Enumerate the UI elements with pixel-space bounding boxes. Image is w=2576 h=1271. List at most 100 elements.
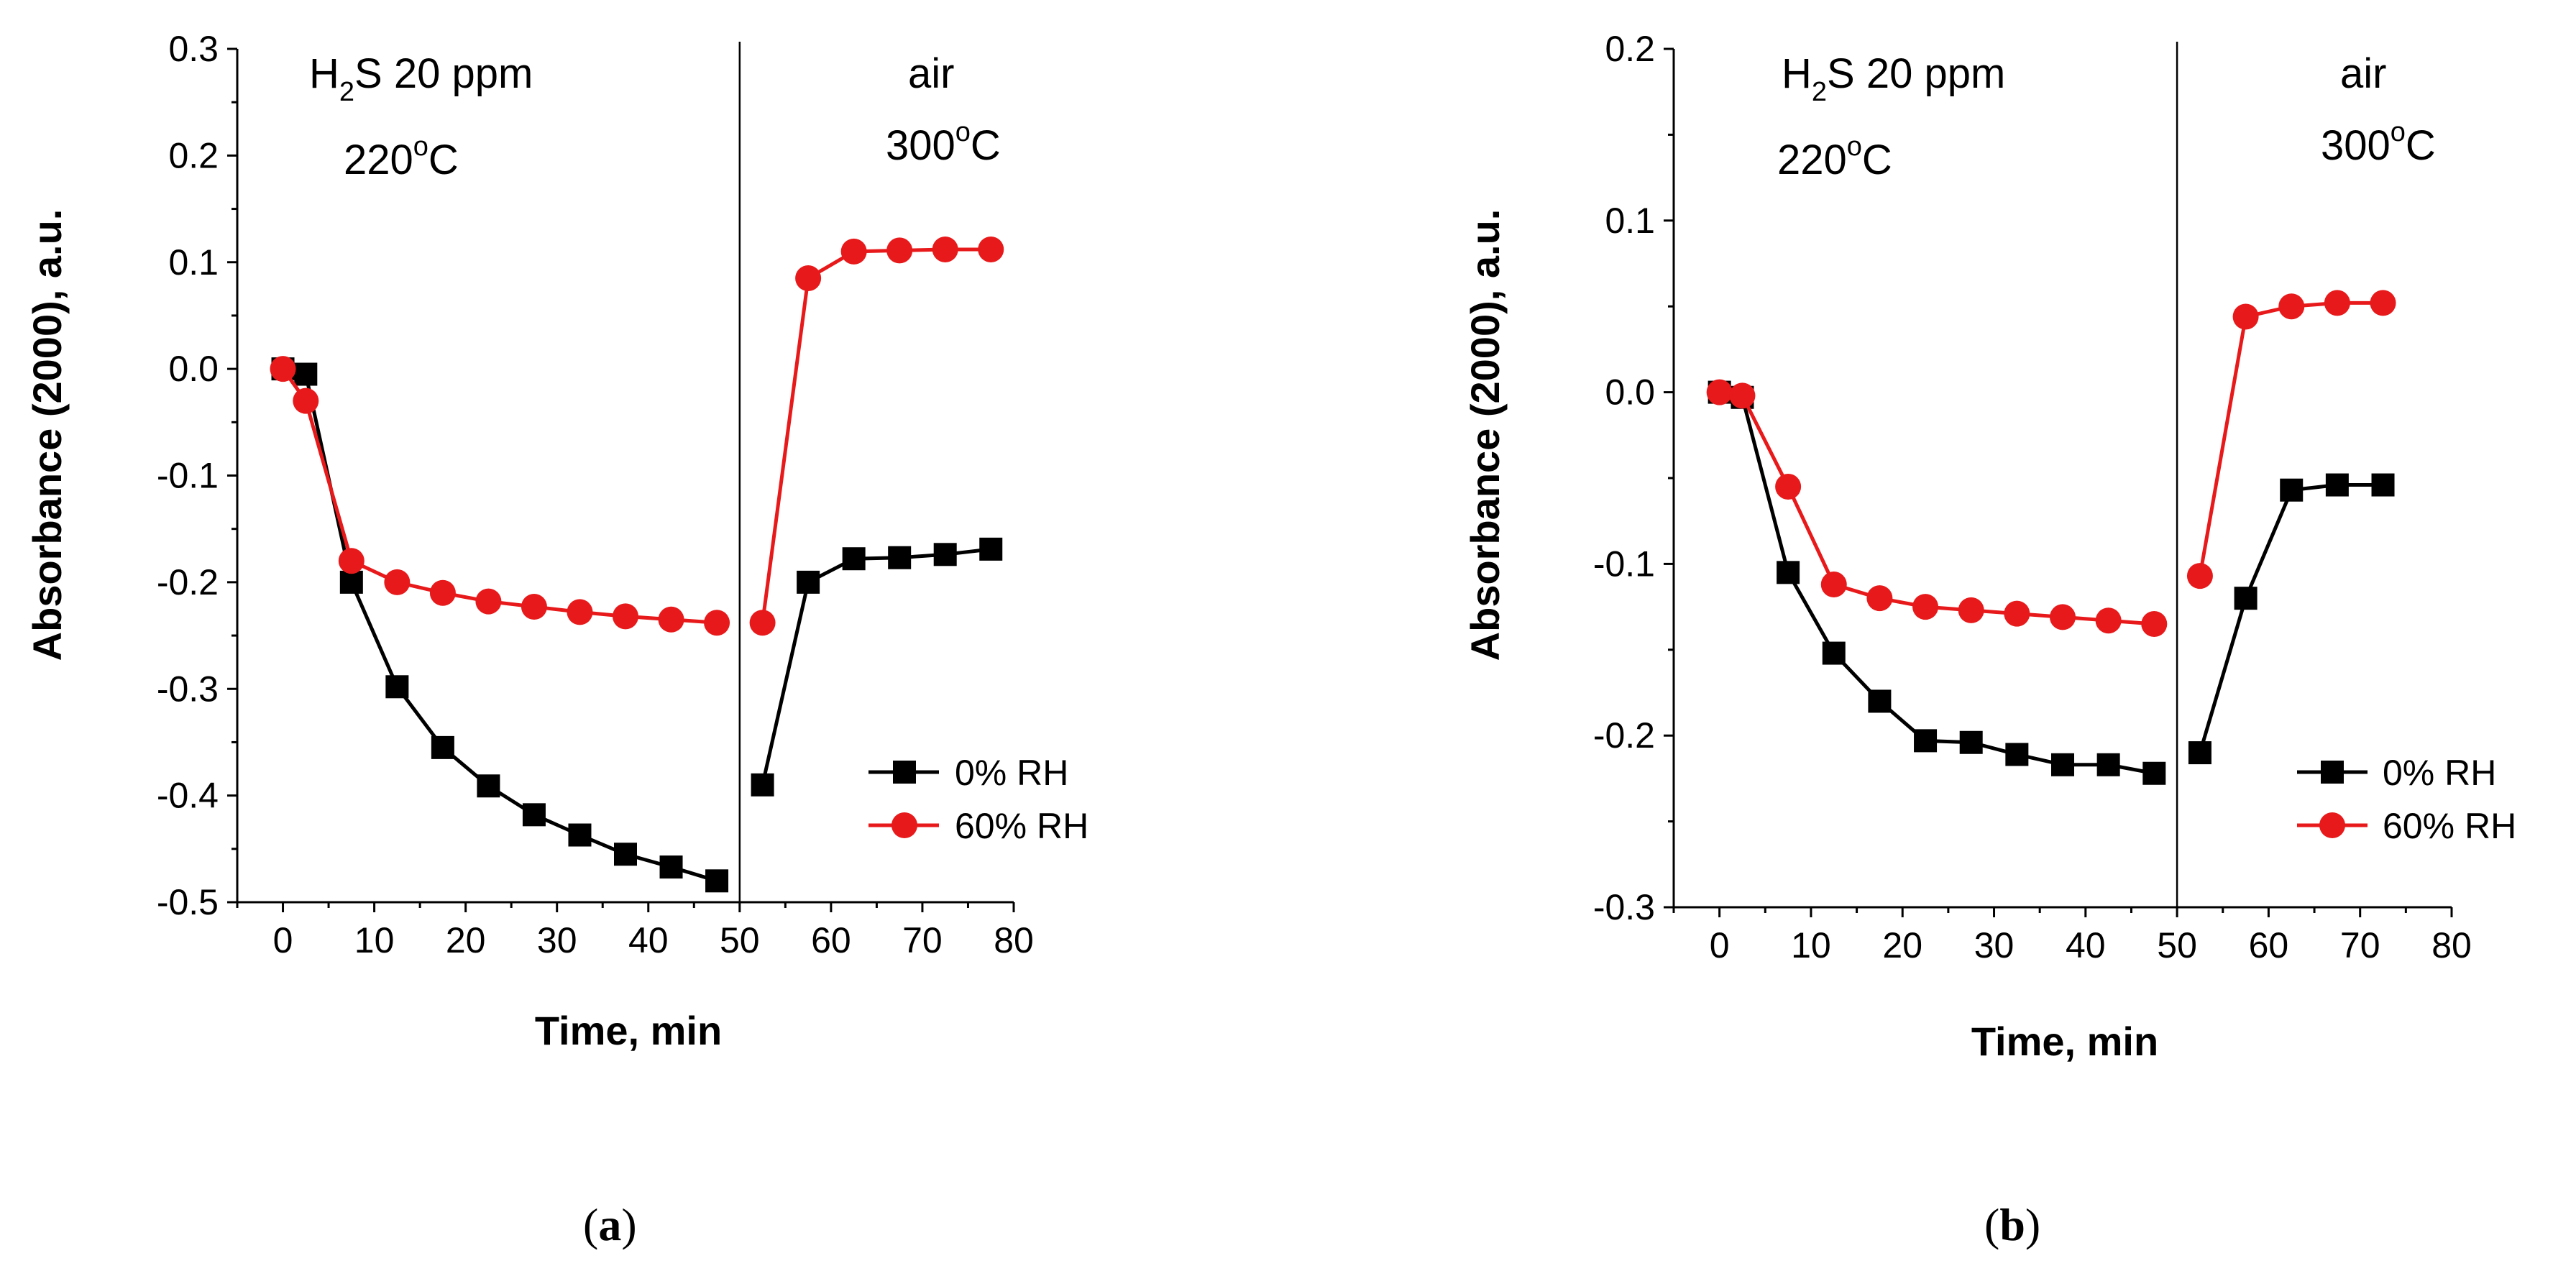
x-tick-label-b: 40 [2066,925,2106,965]
data-point-60rh-a [429,579,456,606]
series-line-60rh-b [1719,390,2155,626]
x-axis-label-a: Time, min [535,1008,722,1053]
x-tick-label-a: 0 [273,920,293,960]
data-point-60rh-a [338,548,365,574]
data-point-0rh-b [2234,587,2258,610]
data-point-0rh-a [522,803,546,827]
data-point-60rh-b [2370,290,2396,316]
data-point-60rh-a [795,265,822,292]
data-point-0rh-a [979,537,1003,561]
legend-label-60rh-b: 60% RH [2383,806,2516,846]
annotation-temp-left-a: 220oC [344,132,459,183]
chart-panel-b: -0.3 -0.2 -0.1 0.0 0.1 0.2 0 10 20 30 40 50 60 70 80 H… [1462,29,2516,1250]
data-point-60rh-b [2186,563,2213,589]
data-point-60rh-a [978,236,1004,262]
annotation-temp-right-a: 300oC [886,117,1001,169]
y-tick-label-a: 0.0 [168,349,219,389]
data-point-60rh-a [270,356,296,382]
data-point-60rh-a [521,594,547,620]
annotation-air-b: air [2340,50,2386,97]
x-tick-label-b: 50 [2157,925,2197,965]
data-point-60rh-a [886,237,913,264]
x-tick-label-a: 60 [811,920,851,960]
y-tick-label-b: -0.2 [1593,715,1655,756]
series-line-60rh-b [2198,300,2383,577]
data-point-60rh-b [2004,600,2030,627]
y-tick-label-a: -0.5 [157,882,219,922]
annotation-temp-left-b: 220oC [1777,132,1892,183]
data-point-0rh-a [751,773,774,797]
data-point-60rh-a [840,238,867,265]
data-point-0rh-b [2188,741,2211,765]
y-tick-label-a: -0.3 [157,669,219,709]
x-tick-label-b: 70 [2340,925,2380,965]
legend-marker-60rh-a [891,812,917,838]
y-tick-label-b: 0.0 [1605,372,1655,413]
x-tick-label-a: 30 [537,920,577,960]
legend-marker-0rh-a [893,761,916,784]
x-tick-label-a: 70 [902,920,943,960]
data-point-60rh-b [1912,594,1939,620]
data-point-0rh-a [568,823,592,847]
data-point-60rh-b [1866,585,1893,612]
annotation-gas-a: H2S 20 ppm [309,50,533,107]
data-point-0rh-b [2005,743,2029,766]
caption-a: (a) [583,1199,637,1250]
data-point-0rh-a [339,570,363,594]
data-point-60rh-a [932,236,958,262]
data-point-0rh-b [2096,753,2120,776]
legend-marker-0rh-b [2321,761,2344,784]
data-point-0rh-a [797,570,820,594]
data-point-0rh-b [1914,729,1938,753]
x-tick-label-b: 80 [2431,925,2472,965]
data-point-0rh-b [2371,473,2395,497]
data-point-60rh-a [567,599,593,625]
data-point-60rh-b [1958,597,1984,623]
series-line-0rh-b [2198,483,2383,753]
x-tick-label-b: 60 [2249,925,2289,965]
x-axis-label-b: Time, min [1971,1019,2158,1064]
data-point-60rh-b [2324,290,2350,316]
legend-b: 0% RH 60% RH [2297,753,2516,846]
data-point-60rh-a [293,387,319,414]
marks-a [270,236,1004,893]
data-point-60rh-a [704,610,730,636]
data-point-0rh-a [842,547,866,571]
data-point-0rh-a [659,855,683,879]
legend-label-0rh-b: 0% RH [2383,753,2496,793]
x-tick-label-a: 80 [994,920,1034,960]
data-point-0rh-b [2142,761,2166,785]
data-point-60rh-b [2232,303,2259,330]
y-tick-label-a: -0.4 [157,776,219,816]
data-point-60rh-b [1820,572,1847,598]
data-point-60rh-a [613,603,638,630]
y-tick-label-a: 0.1 [168,242,219,283]
y-axis-label-b: Absorbance (2000), a.u. [1462,209,1508,661]
data-point-60rh-a [384,569,411,595]
x-tick-label-a: 10 [354,920,395,960]
data-point-60rh-b [2141,610,2168,637]
ticks-a: -0.5 -0.4 -0.3 -0.2 -0.1 0.0 0.1 0.2 0.3 0 10 20 30 4… [157,29,1034,960]
data-point-0rh-a [705,869,729,893]
y-axis-label-a: Absorbance (2000), a.u. [24,209,70,661]
x-tick-label-b: 20 [1882,925,1922,965]
annotation-air-a: air [908,50,954,97]
annotation-gas-b: H2S 20 ppm [1782,50,2005,107]
data-point-0rh-b [2280,478,2304,502]
data-point-0rh-a [294,362,318,386]
data-point-60rh-a [749,610,776,636]
caption-b: (b) [1984,1199,2040,1250]
data-point-60rh-b [1729,382,1756,409]
data-point-60rh-b [2278,293,2305,320]
marks-b [1706,290,2396,785]
y-tick-label-b: -0.3 [1593,887,1655,927]
x-tick-label-b: 10 [1791,925,1831,965]
y-tick-label-a: -0.2 [157,562,219,602]
x-tick-label-a: 20 [446,920,486,960]
annotation-temp-right-b: 300oC [2321,117,2436,169]
data-point-60rh-b [1706,379,1733,405]
data-point-0rh-b [2325,473,2349,497]
data-point-0rh-a [477,774,500,798]
x-tick-label-a: 40 [628,920,669,960]
